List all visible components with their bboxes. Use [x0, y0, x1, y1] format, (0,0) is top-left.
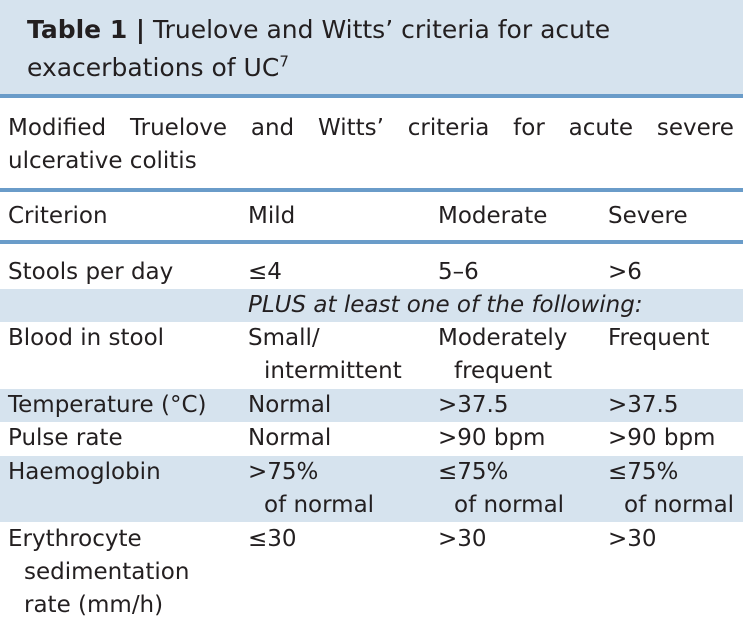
table-title-box: Table 1 | Truelove and Witts’ criteria f… — [0, 0, 743, 98]
row-stools-mild: ≤4 — [248, 259, 282, 285]
row-blood-moderate-line-2: frequent — [454, 358, 553, 384]
row-blood-criterion: Blood in stool — [8, 325, 165, 351]
row-temperature-moderate: >37.5 — [438, 392, 509, 418]
subtitle-word: for — [513, 115, 545, 141]
reference-superscript: 7 — [279, 52, 289, 71]
row-temperature-criterion: Temperature (°C) — [8, 392, 207, 418]
row-stools-criterion: Stools per day — [8, 259, 174, 285]
row-haemoglobin-mild-line-2: of normal — [264, 492, 375, 518]
row-esr-mild: ≤30 — [248, 526, 297, 552]
row-stools-severe: >6 — [608, 259, 642, 285]
row-pulse-severe: >90 bpm — [608, 425, 716, 451]
row-blood-severe: Frequent — [608, 325, 710, 351]
row-esr-moderate: >30 — [438, 526, 487, 552]
row-haemoglobin-moderate-line-2: of normal — [454, 492, 565, 518]
table-title-text: Truelove and Witts’ criteria for acute — [153, 15, 611, 44]
table-subtitle-line-1: Modified Truelove and Witts’ criteria fo… — [8, 112, 734, 145]
column-header-severe: Severe — [608, 203, 688, 229]
row-esr-criterion-line-3: rate (mm/h) — [24, 592, 164, 618]
plus-note-band — [0, 289, 743, 322]
row-esr-criterion-line-1: Erythrocyte — [8, 526, 142, 552]
row-haemoglobin-severe-line-2: of normal — [624, 492, 735, 518]
row-temperature-severe: >37.5 — [608, 392, 679, 418]
row-haemoglobin-mild-line-1: >75% — [248, 459, 319, 485]
row-haemoglobin-band — [0, 456, 743, 522]
row-pulse-criterion: Pulse rate — [8, 425, 123, 451]
table-title-text-cont: exacerbations of UC — [27, 53, 280, 82]
row-esr-criterion-line-2: sedimentation — [24, 559, 190, 585]
row-haemoglobin-moderate-line-1: ≤75% — [438, 459, 509, 485]
plus-note: PLUS at least one of the following: — [248, 292, 643, 318]
table-subtitle-line-2: ulcerative colitis — [8, 148, 197, 174]
subtitle-word: acute — [568, 115, 634, 141]
row-pulse-moderate: >90 bpm — [438, 425, 546, 451]
header-divider-top — [0, 188, 743, 192]
subtitle-word: Witts’ — [317, 115, 384, 141]
table-number-label: Table 1 | — [27, 15, 146, 44]
column-header-mild: Mild — [248, 203, 296, 229]
row-pulse-mild: Normal — [248, 425, 332, 451]
table-title-line-1: Table 1 | Truelove and Witts’ criteria f… — [27, 15, 610, 44]
subtitle-word: Modified — [8, 115, 107, 141]
row-stools-moderate: 5–6 — [438, 259, 479, 285]
table-title-line-2: exacerbations of UC7 — [27, 53, 289, 82]
row-temperature-mild: Normal — [248, 392, 332, 418]
row-blood-moderate-line-1: Moderately — [438, 325, 568, 351]
column-header-criterion: Criterion — [8, 203, 108, 229]
header-divider-bottom — [0, 240, 743, 244]
column-header-moderate: Moderate — [438, 203, 548, 229]
row-haemoglobin-severe-line-1: ≤75% — [608, 459, 679, 485]
row-blood-mild-line-1: Small/ — [248, 325, 320, 351]
subtitle-word: severe — [656, 115, 734, 141]
subtitle-word: Truelove — [129, 115, 228, 141]
row-temperature-band — [0, 389, 743, 422]
subtitle-word: criteria — [407, 115, 490, 141]
row-blood-mild-line-2: intermittent — [264, 358, 402, 384]
row-haemoglobin-criterion: Haemoglobin — [8, 459, 161, 485]
row-esr-severe: >30 — [608, 526, 657, 552]
subtitle-word: and — [250, 115, 295, 141]
